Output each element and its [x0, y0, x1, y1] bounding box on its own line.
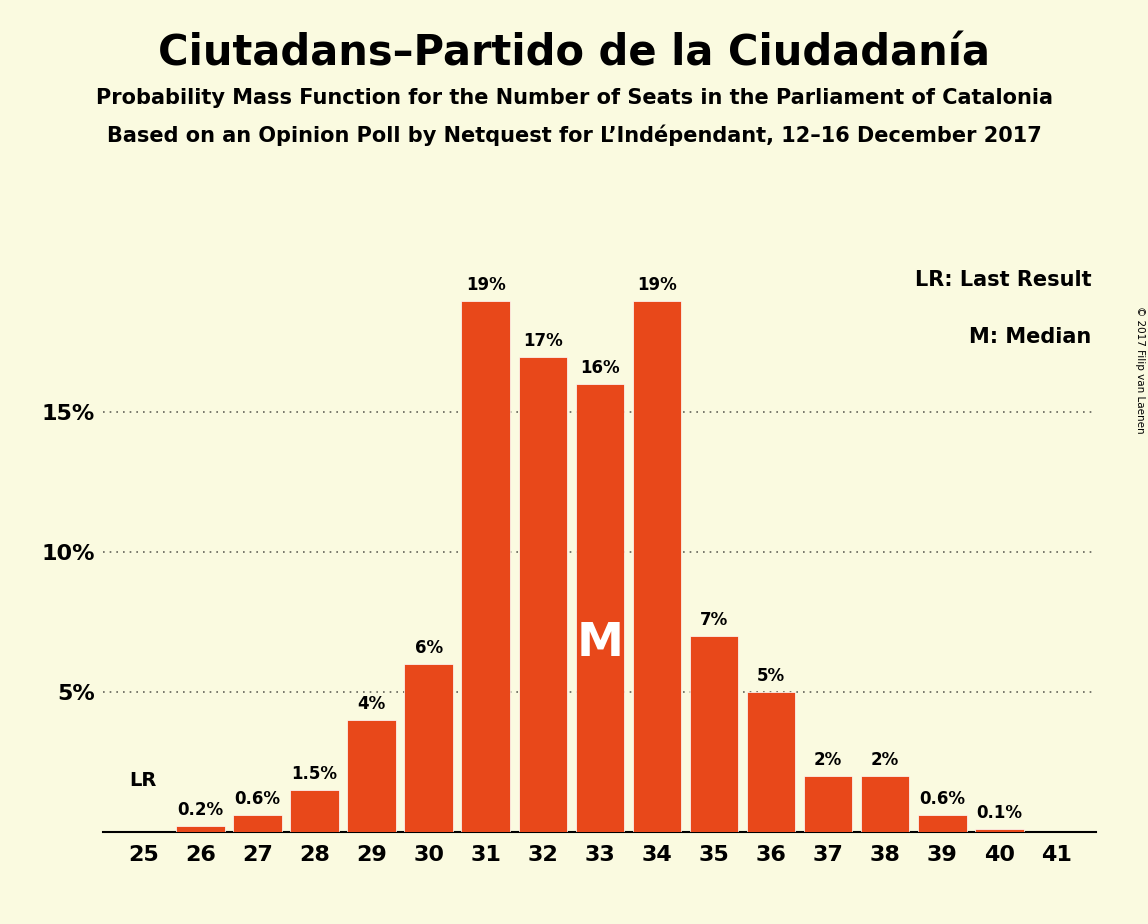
Bar	[404, 664, 452, 832]
Bar	[975, 829, 1024, 832]
Bar	[804, 776, 852, 832]
Text: 7%: 7%	[700, 611, 728, 629]
Text: 4%: 4%	[357, 695, 386, 712]
Text: Based on an Opinion Poll by Netquest for L’Indépendant, 12–16 December 2017: Based on an Opinion Poll by Netquest for…	[107, 125, 1041, 146]
Text: 0.6%: 0.6%	[234, 790, 280, 808]
Bar	[918, 815, 967, 832]
Text: 19%: 19%	[466, 275, 505, 294]
Bar	[690, 636, 738, 832]
Bar	[348, 720, 396, 832]
Text: 16%: 16%	[580, 359, 620, 378]
Text: 19%: 19%	[637, 275, 677, 294]
Text: LR: Last Result: LR: Last Result	[915, 270, 1092, 290]
Bar	[519, 357, 567, 832]
Text: Probability Mass Function for the Number of Seats in the Parliament of Catalonia: Probability Mass Function for the Number…	[95, 88, 1053, 108]
Text: M: M	[576, 621, 623, 666]
Text: 2%: 2%	[871, 750, 899, 769]
Text: 6%: 6%	[414, 638, 443, 657]
Text: 0.6%: 0.6%	[920, 790, 965, 808]
Text: Ciutadans–Partido de la Ciudadanía: Ciutadans–Partido de la Ciudadanía	[158, 32, 990, 74]
Text: 1.5%: 1.5%	[292, 765, 338, 783]
Bar	[176, 826, 225, 832]
Text: 5%: 5%	[757, 667, 785, 685]
Bar	[747, 692, 796, 832]
Bar	[861, 776, 909, 832]
Bar	[633, 300, 681, 832]
Text: 0.1%: 0.1%	[976, 804, 1023, 821]
Bar	[461, 300, 510, 832]
Text: 2%: 2%	[814, 750, 843, 769]
Text: © 2017 Filip van Laenen: © 2017 Filip van Laenen	[1135, 306, 1145, 433]
Text: 17%: 17%	[522, 332, 563, 349]
Bar	[575, 384, 625, 832]
Bar	[290, 790, 339, 832]
Text: 0.2%: 0.2%	[177, 801, 224, 819]
Text: LR: LR	[130, 771, 157, 790]
Bar	[233, 815, 281, 832]
Text: M: Median: M: Median	[969, 327, 1092, 347]
